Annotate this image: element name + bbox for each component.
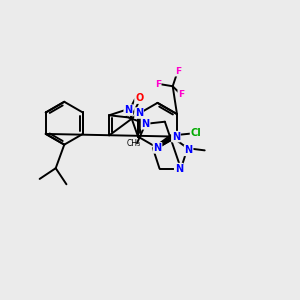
Text: N: N — [184, 146, 193, 155]
Text: O: O — [135, 93, 143, 103]
Text: F: F — [175, 67, 181, 76]
Text: F: F — [154, 80, 161, 88]
Text: N: N — [153, 143, 162, 153]
Text: N: N — [172, 132, 180, 142]
Text: N: N — [135, 108, 143, 118]
Text: CH₃: CH₃ — [127, 140, 141, 148]
Text: Cl: Cl — [190, 128, 201, 139]
Text: N: N — [175, 164, 183, 174]
Text: N: N — [124, 105, 132, 115]
Text: F: F — [178, 90, 184, 99]
Text: N: N — [142, 119, 150, 129]
